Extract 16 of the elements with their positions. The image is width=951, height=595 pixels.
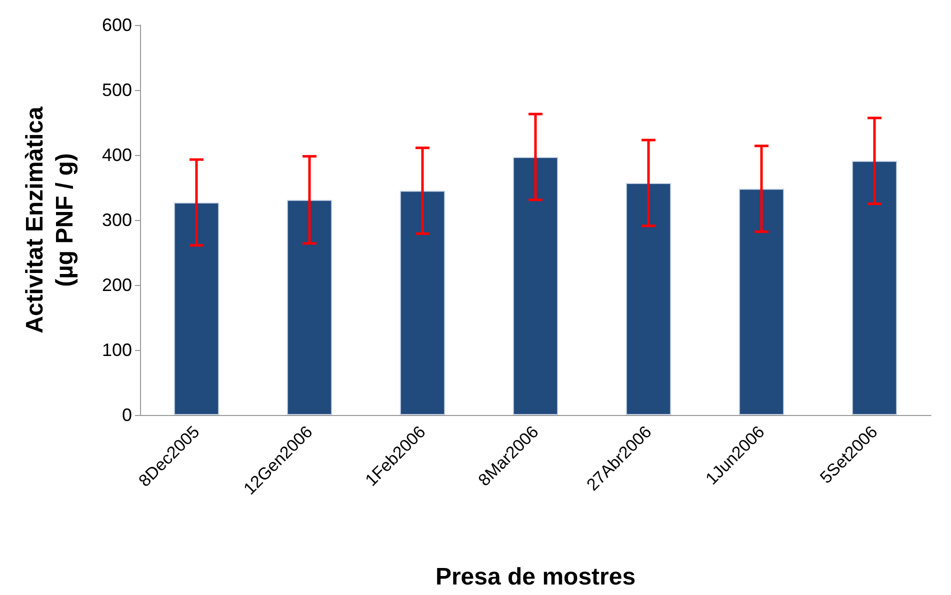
y-tick-label: 0 [122,405,132,425]
y-tick-label: 300 [102,210,132,230]
bar [738,188,784,415]
y-tick-label: 600 [102,15,132,35]
y-tick-label: 400 [102,145,132,165]
bar [286,200,332,415]
bar [626,182,672,415]
y-tick-label: 100 [102,340,132,360]
bar [512,156,558,415]
y-axis-title: Activitat Enzimàtica (µg PNF / g) [22,106,78,334]
y-tick-label: 500 [102,80,132,100]
x-axis-title: Presa de mostres [435,564,636,590]
bar [852,160,898,415]
y-tick-label: 200 [102,275,132,295]
bar [174,202,220,415]
bar [400,190,446,415]
